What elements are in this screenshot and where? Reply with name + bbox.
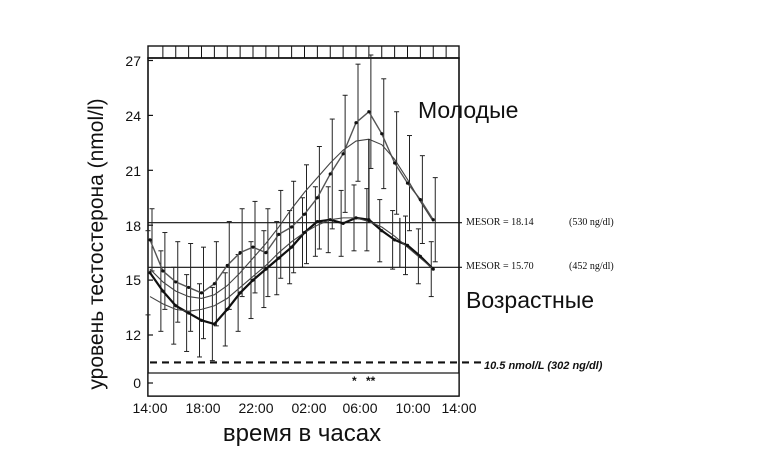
top-hour-bar: [147, 45, 460, 59]
data-point: [341, 221, 345, 225]
data-point: [225, 307, 229, 311]
error-bars: [145, 54, 438, 362]
x-tick-label: 14:00: [441, 400, 476, 416]
data-point: [148, 238, 152, 242]
mesor-label-young-ng: (530 ng/dl): [569, 217, 614, 228]
significance-mark-double: **: [366, 374, 376, 388]
data-point: [315, 219, 319, 224]
cosinor-fit-young: [149, 138, 434, 299]
data-point: [187, 285, 191, 290]
y-tick-label: 21: [125, 163, 141, 179]
data-point: [148, 271, 152, 275]
y-tick-label: 24: [125, 108, 141, 124]
data-point: [302, 230, 307, 235]
data-point: [264, 267, 268, 271]
series-label-young: Молодые: [418, 97, 518, 123]
bottom-hour-bar: [147, 372, 460, 397]
x-tick-label: 06:00: [342, 400, 377, 416]
data-point: [174, 280, 178, 284]
mesor-lines: [148, 222, 462, 268]
y-tick-label: 12: [125, 327, 141, 343]
cosinor-fit-aged: [149, 217, 434, 312]
data-point: [238, 291, 242, 295]
data-point: [161, 289, 165, 293]
data-point: [315, 196, 319, 200]
data-point: [431, 267, 435, 271]
x-tick-label: 14:00: [132, 400, 167, 416]
data-point: [251, 278, 255, 282]
data-point: [277, 256, 281, 260]
data-point: [290, 225, 294, 229]
mesor-label-aged: MESOR = 15.70: [466, 261, 534, 272]
data-point: [393, 238, 397, 242]
series-line-young: [149, 110, 434, 294]
y-axis: 0 12 15 18 21 24 27: [125, 53, 153, 391]
x-axis-title: время в часах: [223, 420, 381, 447]
data-point: [199, 291, 204, 295]
data-point: [199, 318, 204, 322]
x-axis: 14:00 18:00 22:00 02:00 06:00 10:00 14:0…: [132, 400, 476, 416]
plot-frame: [147, 57, 460, 397]
data-point: [418, 197, 422, 202]
data-point: [367, 110, 371, 114]
y-tick-label: 0: [133, 375, 141, 391]
series-lines: [148, 110, 435, 326]
x-tick-label: 02:00: [291, 400, 326, 416]
data-point: [174, 304, 178, 308]
annotations: [150, 139, 484, 364]
data-point: [212, 282, 216, 286]
data-point: [354, 216, 358, 220]
data-point: [354, 121, 358, 125]
y-tick-label: 27: [125, 53, 141, 69]
mesor-label-young: MESOR = 18.14: [466, 217, 534, 228]
data-point: [161, 269, 165, 273]
threshold-label: 10.5 nmol/L (302 ng/dl): [484, 360, 603, 372]
y-axis-title: уровень тестостерона (nmol/l): [85, 98, 108, 389]
significance-mark-single: *: [352, 374, 357, 388]
data-point: [264, 251, 268, 255]
data-point: [225, 263, 229, 268]
data-point: [212, 322, 216, 326]
data-point: [405, 243, 410, 247]
data-point: [418, 254, 422, 258]
x-tick-label: 18:00: [185, 400, 220, 416]
data-point: [277, 232, 281, 236]
y-tick-label: 18: [125, 218, 141, 234]
data-point: [380, 229, 384, 233]
data-point: [251, 245, 255, 249]
x-tick-label: 22:00: [238, 400, 273, 416]
data-point: [393, 161, 397, 165]
data-point: [341, 152, 345, 156]
data-point: [187, 311, 191, 315]
data-point: [328, 218, 332, 222]
series-label-aged: Возрастные: [466, 287, 594, 313]
data-point: [380, 132, 384, 136]
y-tick-label: 15: [125, 272, 141, 288]
data-point: [302, 212, 307, 216]
data-point: [328, 172, 332, 176]
data-point: [405, 181, 410, 185]
mesor-label-aged-ng: (452 ng/dl): [569, 261, 614, 272]
x-tick-label: 10:00: [395, 400, 430, 416]
data-point: [290, 245, 294, 249]
data-point: [238, 251, 242, 255]
data-point: [431, 218, 435, 222]
